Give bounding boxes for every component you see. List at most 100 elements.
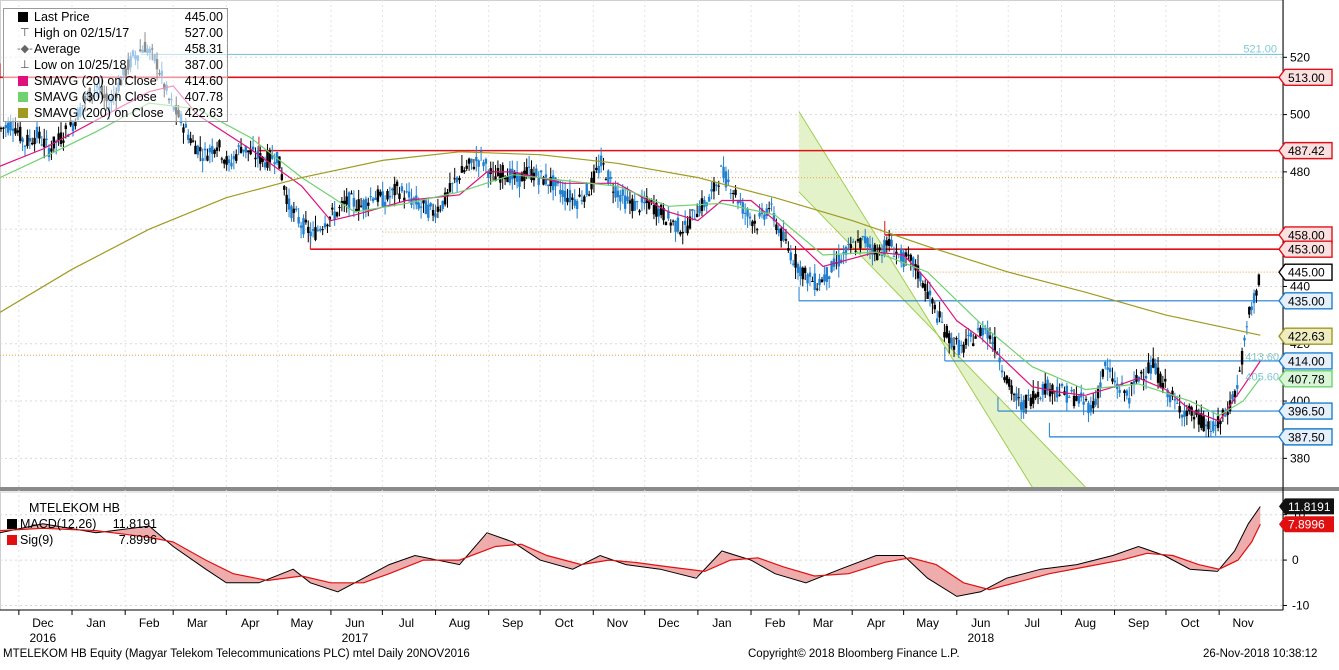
price-bar-body [1018, 397, 1020, 398]
price-bar-body [5, 125, 7, 128]
macd-tick-label: -10 [1292, 598, 1310, 612]
legend-label: Average [34, 41, 80, 57]
price-bar-body [278, 156, 280, 168]
price-bar-body [785, 239, 787, 240]
price-bar-body [962, 345, 964, 353]
price-bar-body [1039, 398, 1041, 399]
price-bar-body [890, 240, 892, 247]
sma30-swatch-icon [18, 92, 28, 102]
price-bar-body [487, 172, 489, 178]
price-bar-body [1032, 391, 1034, 404]
legend-label: SMAVG (200) on Close [34, 105, 164, 121]
price-bar-body [852, 242, 854, 243]
level-value-label: 414.00 [1288, 354, 1325, 368]
price-bar-body [718, 186, 720, 187]
price-bar-body [201, 158, 203, 161]
price-bar-body [62, 141, 64, 143]
price-bar-body [862, 236, 864, 237]
price-bar-body [605, 179, 607, 180]
price-bar-body [722, 167, 724, 178]
price-bar-body [45, 139, 47, 140]
price-bar-body [1061, 384, 1063, 386]
price-bar-body [1253, 293, 1255, 303]
price-bar-body [372, 198, 374, 201]
price-bar-body [972, 343, 974, 346]
price-bar-body [396, 182, 398, 186]
price-bar-body [710, 189, 712, 192]
price-bar-body [828, 276, 830, 279]
price-bar-body [343, 201, 345, 204]
price-bar-body [778, 229, 780, 234]
price-bar-body [859, 238, 861, 248]
price-bar-body [0, 128, 2, 129]
price-bar-body [211, 146, 213, 154]
price-bar-body [353, 198, 355, 207]
price-bar-body [792, 264, 794, 265]
price-bar-body [960, 345, 962, 346]
price-bar-body [221, 159, 223, 160]
price-bar-body [12, 129, 14, 131]
price-bar-body [588, 194, 590, 195]
price-bar-body [821, 280, 823, 283]
month-label: Jul [1025, 616, 1040, 630]
price-bar-body [636, 201, 638, 202]
price-bar-body [223, 160, 225, 164]
level-value-label: 435.00 [1288, 294, 1325, 308]
level-value-label: 453.00 [1288, 243, 1325, 257]
price-bar-body [617, 191, 619, 198]
price-bar-body [612, 192, 614, 193]
legend-value: 387.00 [185, 57, 223, 73]
price-bar-body [511, 169, 513, 180]
price-bar-body [677, 218, 679, 232]
price-bar-body [434, 213, 436, 217]
month-label: Dec [32, 616, 53, 630]
price-bar-body [900, 249, 902, 262]
price-bar-body [185, 124, 187, 127]
macd-legend: MTELEKOM HB MACD(12,26) 11.8191 Sig(9) 7… [3, 500, 159, 548]
price-bar-body [204, 149, 206, 151]
price-bar-body [442, 201, 444, 209]
price-bar-body [369, 196, 371, 197]
price-bar-body [1238, 371, 1240, 372]
price-bar-body [756, 229, 758, 230]
price-bar-body [737, 201, 739, 203]
price-bar-body [1097, 389, 1099, 399]
price-bar-body [456, 177, 458, 182]
price-bar-body [806, 274, 808, 283]
price-bar-body [485, 159, 487, 164]
legend-value: 11.8191 [113, 516, 157, 532]
price-bar-body [187, 135, 189, 140]
price-bar-body [1106, 367, 1108, 370]
price-bar-body [1034, 394, 1036, 398]
price-bar-body [1159, 374, 1161, 387]
price-bar-body [1003, 377, 1005, 380]
price-bar-body [273, 162, 275, 164]
legend-value: 407.78 [185, 89, 223, 105]
price-bar-body [240, 147, 242, 153]
month-label: Sep [502, 616, 524, 630]
price-bar-body [708, 197, 710, 202]
price-bar-body [38, 132, 40, 139]
price-bar-body [43, 139, 45, 148]
price-bar-body [780, 228, 782, 241]
price-bar-body [634, 201, 636, 211]
price-bar-body [1183, 411, 1185, 417]
month-label: Nov [1232, 616, 1253, 630]
price-bar-body [391, 189, 393, 191]
level-value-label: 445.00 [1288, 266, 1325, 280]
price-bar-body [461, 166, 463, 173]
price-bar-body [950, 338, 952, 348]
price-bar-body [1200, 413, 1202, 428]
price-bar-body [1154, 363, 1156, 374]
price-bar-body [449, 183, 451, 192]
price-bar-body [386, 191, 388, 199]
price-bar-body [696, 214, 698, 217]
level-value-label: 387.50 [1288, 430, 1325, 444]
price-bar-body [619, 195, 621, 202]
price-bar-body [362, 200, 364, 210]
legend-value: 7.8996 [119, 532, 157, 548]
price-bar-body [907, 255, 909, 256]
level-value-label: 487.42 [1288, 144, 1325, 158]
price-bar-body [427, 205, 429, 218]
price-bar-body [192, 140, 194, 141]
